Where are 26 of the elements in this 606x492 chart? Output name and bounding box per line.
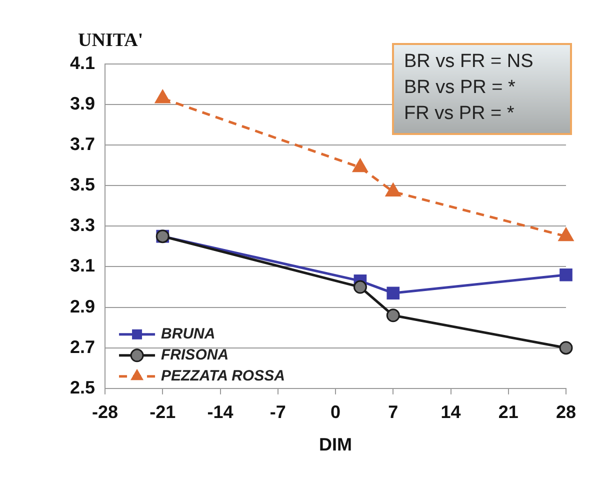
y-tick-label: 4.1: [70, 52, 96, 73]
x-axis-title: DIM: [319, 434, 352, 454]
y-axis-title: UNITA': [78, 30, 144, 51]
x-tick-label: -7: [270, 402, 286, 422]
y-tick-label: 2.7: [70, 336, 96, 357]
legend-label: BRUNA: [161, 326, 216, 343]
x-tick-label: 28: [556, 402, 576, 422]
x-tick-label: 14: [440, 402, 461, 422]
annotation: BR vs PR = *: [404, 76, 516, 100]
y-tick-label: 3.9: [70, 94, 96, 114]
x-tick-label: 21: [498, 402, 518, 422]
y-tick-label: 2.5: [70, 377, 96, 398]
x-tick-label: 7: [388, 402, 398, 422]
x-tick-label: -21: [150, 402, 176, 422]
x-tick-label: -14: [207, 402, 234, 422]
y-tick-label: 3.7: [70, 134, 96, 154]
y-tick-label: 3.1: [70, 256, 96, 276]
annotation: BR vs FR = NS: [404, 50, 534, 74]
y-tick-label: 3.5: [70, 174, 96, 195]
legend-label: PEZZATA ROSSA: [161, 368, 285, 385]
y-tick-label: 2.9: [70, 296, 96, 316]
x-tick-label: -28: [92, 402, 118, 422]
y-tick-label: 3.3: [70, 215, 96, 236]
x-tick-label: 0: [330, 402, 341, 422]
annotation: FR vs PR = *: [404, 102, 516, 126]
legend-label: FRISONA: [161, 346, 229, 364]
